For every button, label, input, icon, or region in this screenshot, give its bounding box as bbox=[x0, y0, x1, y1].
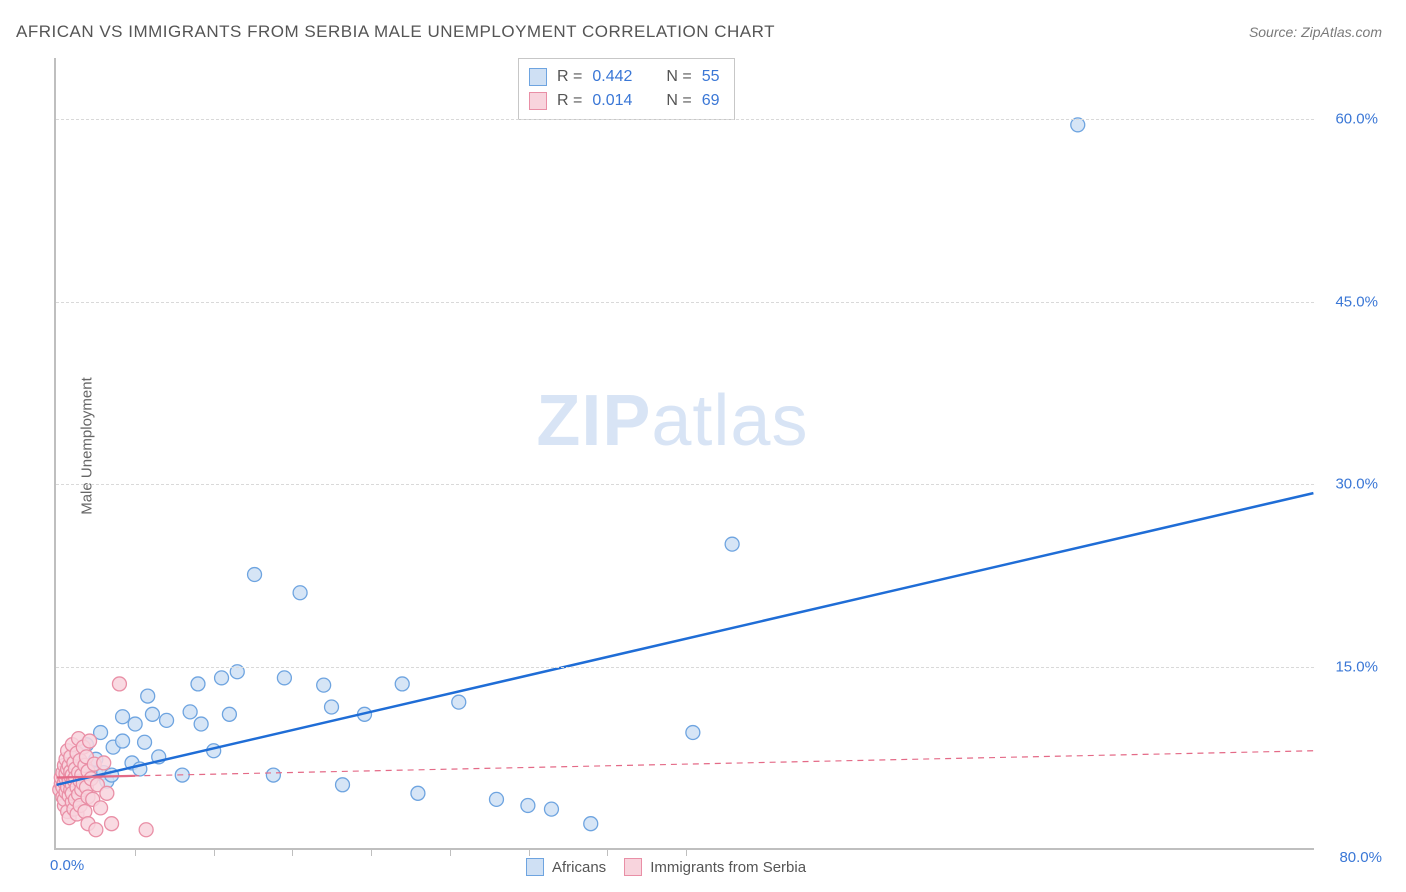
data-point bbox=[145, 707, 159, 721]
legend-n-value: 69 bbox=[702, 89, 720, 113]
legend-n-label: N = bbox=[666, 65, 691, 89]
legend-r-label: R = bbox=[557, 89, 582, 113]
legend-swatch bbox=[529, 68, 547, 86]
gridline bbox=[56, 302, 1314, 303]
data-point bbox=[83, 734, 97, 748]
legend-swatch bbox=[526, 858, 544, 876]
gridline bbox=[56, 667, 1314, 668]
x-tick bbox=[607, 848, 608, 856]
x-tick bbox=[529, 848, 530, 856]
data-point bbox=[544, 802, 558, 816]
data-point bbox=[584, 817, 598, 831]
data-point bbox=[116, 734, 130, 748]
correlation-legend: R = 0.442 N = 55 R = 0.014 N = 69 bbox=[518, 58, 735, 120]
trend-line bbox=[57, 493, 1314, 785]
legend-r-value: 0.442 bbox=[592, 65, 632, 89]
gridline bbox=[56, 484, 1314, 485]
x-axis-max-label: 80.0% bbox=[1339, 849, 1382, 866]
trend-line bbox=[57, 751, 1314, 778]
legend-r-value: 0.014 bbox=[592, 89, 632, 113]
source-attribution: Source: ZipAtlas.com bbox=[1249, 24, 1382, 40]
y-tick-label: 15.0% bbox=[1335, 659, 1378, 676]
plot-area: ZIPatlas R = 0.442N = 55R = 0.014N = 69 … bbox=[54, 58, 1314, 850]
data-point bbox=[160, 713, 174, 727]
data-point bbox=[222, 707, 236, 721]
data-point bbox=[1071, 118, 1085, 132]
data-point bbox=[105, 817, 119, 831]
legend-item: Africans bbox=[526, 858, 606, 876]
data-point bbox=[97, 756, 111, 770]
gridline bbox=[56, 119, 1314, 120]
data-point bbox=[94, 801, 108, 815]
data-point bbox=[293, 586, 307, 600]
data-point bbox=[686, 726, 700, 740]
data-point bbox=[207, 744, 221, 758]
legend-item: Immigrants from Serbia bbox=[624, 858, 806, 876]
x-tick bbox=[686, 848, 687, 856]
data-point bbox=[141, 689, 155, 703]
data-point bbox=[248, 568, 262, 582]
legend-n-label: N = bbox=[666, 89, 691, 113]
x-tick bbox=[135, 848, 136, 856]
x-tick bbox=[450, 848, 451, 856]
chart-title: AFRICAN VS IMMIGRANTS FROM SERBIA MALE U… bbox=[16, 22, 775, 42]
data-point bbox=[411, 786, 425, 800]
data-point bbox=[489, 792, 503, 806]
legend-n-value: 55 bbox=[702, 65, 720, 89]
x-axis-origin-label: 0.0% bbox=[50, 857, 84, 874]
data-point bbox=[112, 677, 126, 691]
data-point bbox=[725, 537, 739, 551]
legend-swatch bbox=[529, 92, 547, 110]
data-point bbox=[139, 823, 153, 837]
data-point bbox=[277, 671, 291, 685]
y-tick-label: 45.0% bbox=[1335, 293, 1378, 310]
data-point bbox=[336, 778, 350, 792]
x-tick bbox=[292, 848, 293, 856]
legend-label: Africans bbox=[552, 859, 606, 876]
data-point bbox=[215, 671, 229, 685]
x-tick bbox=[371, 848, 372, 856]
data-point bbox=[183, 705, 197, 719]
x-tick bbox=[214, 848, 215, 856]
data-point bbox=[191, 677, 205, 691]
data-point bbox=[128, 717, 142, 731]
data-point bbox=[100, 786, 114, 800]
legend-label: Immigrants from Serbia bbox=[650, 859, 806, 876]
legend-row: R = 0.014 N = 69 bbox=[529, 89, 720, 113]
legend-r-label: R = bbox=[557, 65, 582, 89]
legend-row: R = 0.442 N = 55 bbox=[529, 65, 720, 89]
data-point bbox=[116, 710, 130, 724]
data-point bbox=[521, 798, 535, 812]
legend-swatch bbox=[624, 858, 642, 876]
data-point bbox=[317, 678, 331, 692]
data-point bbox=[395, 677, 409, 691]
data-point bbox=[138, 735, 152, 749]
data-point bbox=[194, 717, 208, 731]
chart-svg bbox=[56, 58, 1314, 848]
data-point bbox=[452, 695, 466, 709]
y-tick-label: 30.0% bbox=[1335, 476, 1378, 493]
series-legend: Africans Immigrants from Serbia bbox=[526, 858, 806, 876]
data-point bbox=[266, 768, 280, 782]
chart-container: AFRICAN VS IMMIGRANTS FROM SERBIA MALE U… bbox=[0, 0, 1406, 892]
data-point bbox=[89, 823, 103, 837]
data-point bbox=[325, 700, 339, 714]
y-tick-label: 60.0% bbox=[1335, 110, 1378, 127]
